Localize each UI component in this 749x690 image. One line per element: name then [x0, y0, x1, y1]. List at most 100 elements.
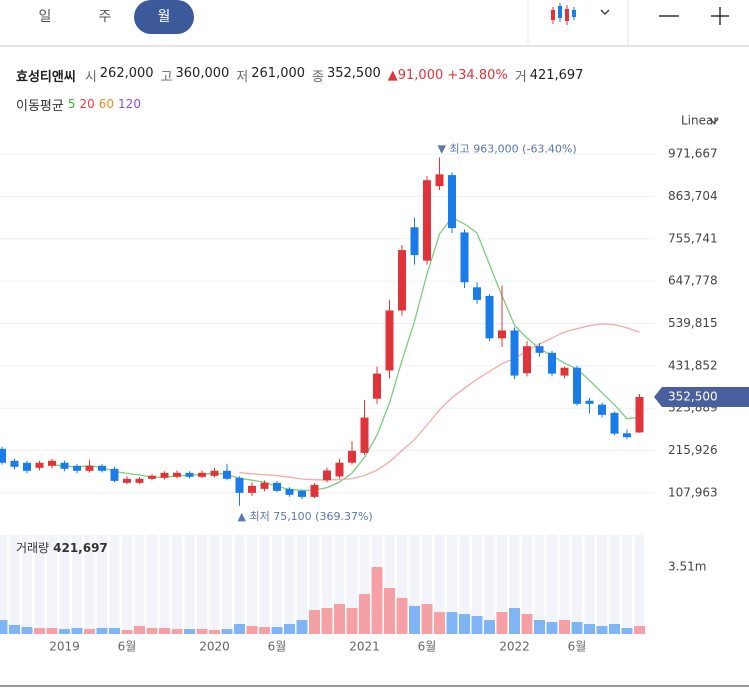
column-bg — [247, 535, 257, 634]
candle-body — [485, 295, 494, 339]
candle-body — [598, 404, 606, 415]
candle-body — [135, 478, 144, 483]
volume-bar — [521, 614, 533, 634]
column-bg — [109, 535, 120, 634]
column-bg — [134, 535, 145, 634]
volume-bar — [621, 628, 633, 634]
column-bg — [422, 535, 432, 634]
candle-body — [323, 470, 331, 481]
candle-body — [73, 465, 81, 471]
volume-bar — [559, 620, 570, 634]
column-bg — [497, 535, 507, 634]
candle-body — [48, 460, 56, 466]
field-value: 352,500 — [326, 65, 381, 81]
candle-body — [85, 465, 94, 471]
volume-bar — [484, 620, 495, 634]
field-label: 시 — [84, 69, 97, 85]
y-tick-label: 3.51m — [668, 560, 706, 574]
x-tick-label: 6월 — [568, 640, 587, 654]
column-bg — [472, 535, 482, 634]
candle-body — [373, 373, 381, 399]
column-bg — [0, 535, 7, 634]
column-bg — [222, 535, 232, 634]
column-bg — [22, 535, 32, 634]
volume-bar — [596, 626, 608, 634]
candle-body — [535, 346, 544, 353]
x-tick-label: 2019 — [49, 640, 80, 654]
volume-bar — [234, 624, 245, 634]
candle-body — [548, 352, 556, 374]
candle-body — [273, 482, 281, 491]
volume-bar — [534, 620, 545, 634]
zoom-in[interactable] — [711, 7, 729, 25]
chart-type-icon[interactable] — [551, 3, 576, 25]
y-tick-label: 971,667 — [668, 147, 718, 161]
volume-value: 421,697 — [529, 67, 584, 83]
column-bg — [347, 535, 357, 634]
column-bg — [297, 535, 307, 634]
column-bg — [147, 535, 157, 634]
dropdown-chevron[interactable] — [600, 9, 610, 16]
candle-body — [460, 232, 469, 283]
column-bg — [634, 535, 645, 634]
candle-body — [635, 396, 644, 433]
candle-body — [260, 482, 269, 489]
candle-body — [473, 287, 481, 300]
y-tick-label: 431,852 — [668, 358, 718, 372]
volume-bar — [634, 625, 645, 634]
field-value: 261,000 — [251, 65, 306, 81]
candle-body — [23, 462, 31, 471]
column-bg — [509, 535, 520, 634]
column-bg — [97, 535, 107, 634]
candle-body — [123, 478, 131, 483]
candle-body — [10, 460, 19, 467]
column-bg — [559, 535, 570, 634]
ma-legend-entry: 120 — [118, 97, 141, 111]
volume-title-label: 거래량 — [16, 541, 49, 555]
column-bg — [484, 535, 495, 634]
column-bg — [622, 535, 632, 634]
candle-body — [560, 367, 569, 376]
x-tick-label: 2021 — [349, 640, 380, 654]
change: ▲91,000 — [387, 67, 444, 83]
volume-bar — [446, 612, 458, 634]
volume-bar — [459, 614, 470, 634]
column-bg — [34, 535, 45, 634]
scale-mode[interactable]: Linear — [681, 114, 718, 128]
y-tick-label: 539,815 — [668, 316, 718, 330]
volume-bar — [584, 624, 595, 634]
field-value: 360,000 — [175, 65, 230, 81]
candle-body — [310, 484, 319, 497]
column-bg — [172, 535, 182, 634]
ma-title: 이동평균 — [16, 98, 64, 114]
candle-body — [410, 227, 419, 256]
column-bg — [72, 535, 82, 634]
y-tick-label: 107,963 — [668, 485, 718, 499]
volume-bar — [434, 612, 445, 634]
volume-bar — [571, 622, 583, 634]
column-bg — [209, 535, 220, 634]
candle-body — [298, 490, 306, 497]
volume-bar — [421, 604, 433, 634]
volume-bar — [159, 628, 170, 634]
field-value: 262,000 — [99, 65, 154, 81]
scale-chevron[interactable] — [709, 118, 719, 124]
volume-bar — [96, 628, 108, 634]
column-bg — [122, 535, 132, 634]
tab[interactable]: 주 — [99, 9, 112, 25]
column-bg — [9, 535, 20, 634]
field-label: 고 — [160, 69, 173, 85]
column-bg — [609, 535, 620, 634]
candle-body — [523, 346, 531, 374]
column-bg — [584, 535, 595, 634]
tab[interactable]: 월 — [158, 9, 171, 25]
change-pct: +34.80% — [447, 67, 508, 83]
candle-body — [148, 475, 156, 479]
tab[interactable]: 일 — [39, 9, 52, 25]
candle-body — [110, 468, 119, 481]
quote-fields: 시 262,000 고 360,000 저 261,000 종 352,500 — [85, 66, 388, 85]
field-label: 종 — [312, 69, 324, 85]
candle-body — [160, 472, 169, 478]
